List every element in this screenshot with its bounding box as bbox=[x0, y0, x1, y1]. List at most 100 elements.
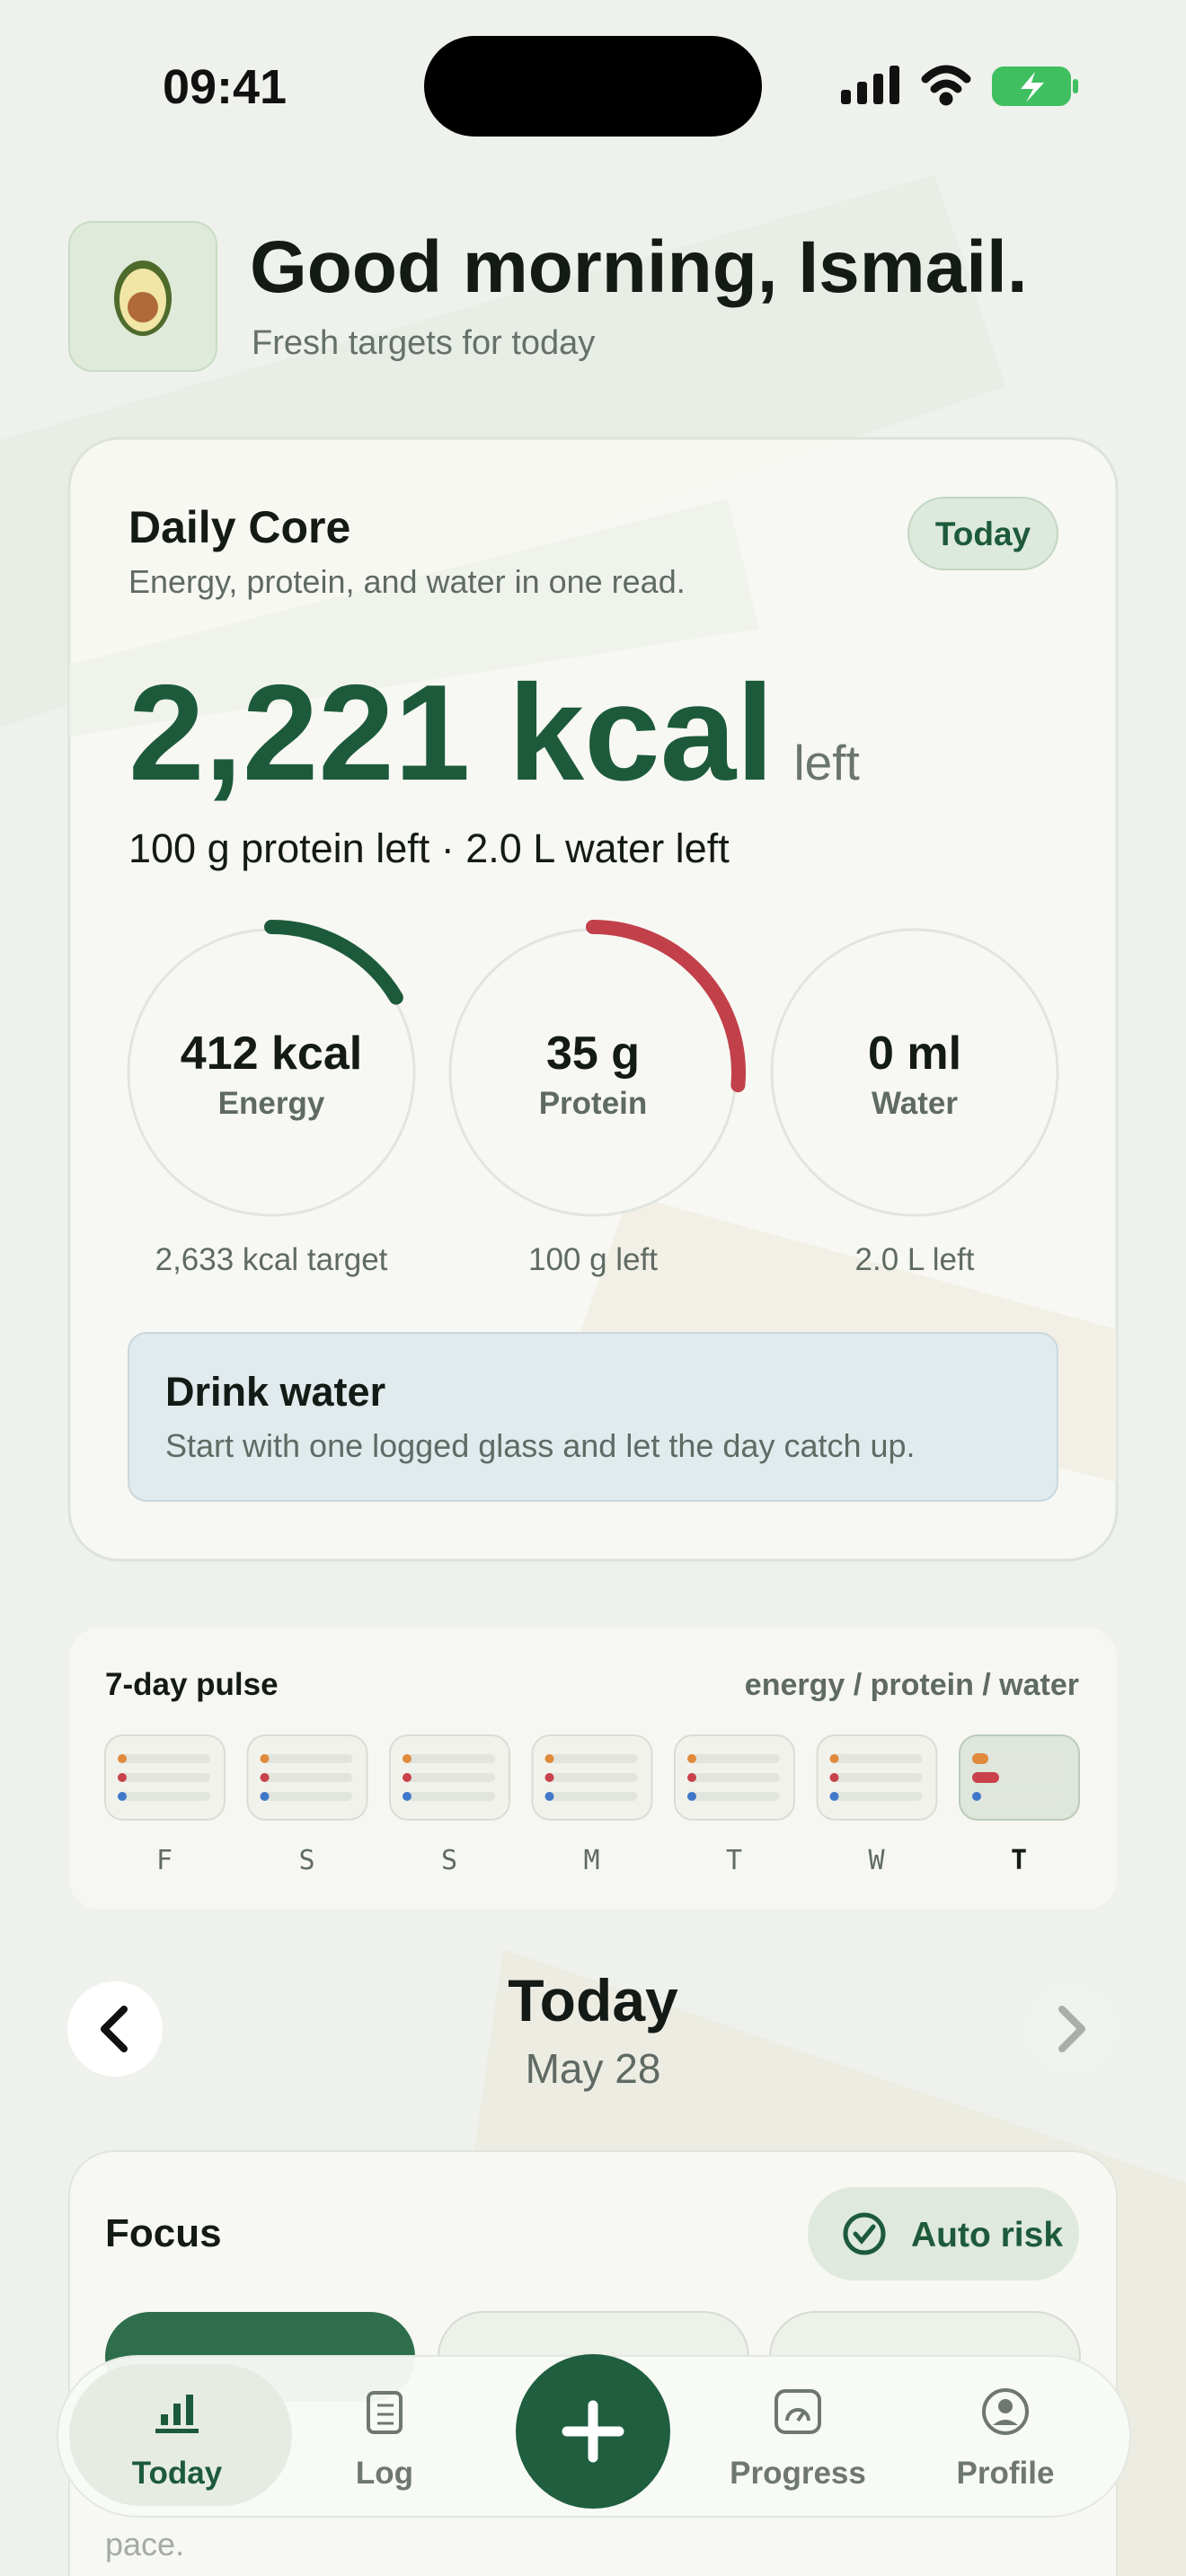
tip-text[interactable]: Start with one logged glass and let the … bbox=[165, 1427, 916, 1464]
kcal-left-suffix: left bbox=[793, 735, 859, 790]
tab-label[interactable]: Profile bbox=[957, 2456, 1055, 2491]
day-dot bbox=[118, 1754, 127, 1763]
ring-caption: 2,633 kcal target bbox=[155, 1242, 388, 1277]
tab-icon[interactable] bbox=[186, 2395, 193, 2425]
tab-icon[interactable] bbox=[982, 2388, 1029, 2435]
rings: 412 kcal Energy 2,633 kcal target 35 g Prote… bbox=[127, 920, 1059, 1277]
ring-progress bbox=[264, 920, 403, 1005]
tab-icon[interactable] bbox=[998, 2399, 1013, 2413]
avocado-icon bbox=[114, 260, 172, 336]
tab-icon[interactable] bbox=[367, 2391, 403, 2434]
kcal-headline: 2,221 kcal left bbox=[128, 657, 860, 809]
status-time: 09:41 bbox=[163, 60, 287, 114]
add-icon[interactable] bbox=[562, 2400, 624, 2463]
tab-icon[interactable] bbox=[161, 2414, 168, 2425]
signal-icon bbox=[841, 66, 899, 104]
date: May 28 bbox=[526, 2045, 661, 2092]
ring-label: Energy bbox=[218, 1086, 325, 1121]
day-track bbox=[261, 1754, 353, 1763]
day-dot bbox=[687, 1773, 696, 1782]
day-dot bbox=[403, 1754, 412, 1763]
ring-label: Water bbox=[872, 1086, 958, 1121]
check-mark[interactable] bbox=[853, 2224, 876, 2245]
day-track bbox=[546, 1773, 638, 1782]
day-track bbox=[119, 1792, 210, 1801]
tab-icon[interactable] bbox=[774, 2389, 821, 2434]
day-track bbox=[404, 1773, 495, 1782]
tip-box[interactable] bbox=[128, 1332, 1058, 1502]
tab-icon[interactable] bbox=[377, 2404, 394, 2425]
tab-icon[interactable] bbox=[155, 2429, 199, 2433]
focus-text: pace. bbox=[105, 2526, 184, 2563]
battery-icon bbox=[992, 66, 1078, 106]
day-dot bbox=[829, 1773, 839, 1782]
day-dot bbox=[544, 1773, 554, 1782]
auto-risk-badge[interactable] bbox=[808, 2187, 1079, 2280]
auto-risk-label[interactable]: Auto risk bbox=[911, 2216, 1063, 2254]
day-dot bbox=[403, 1792, 412, 1801]
tip-title[interactable]: Drink water bbox=[165, 1369, 385, 1415]
tab-label[interactable]: Today bbox=[132, 2456, 223, 2491]
day-track bbox=[974, 1792, 1065, 1801]
check-icon[interactable] bbox=[843, 2212, 886, 2255]
day-track bbox=[404, 1792, 495, 1801]
next-day-button[interactable] bbox=[1023, 1981, 1119, 2077]
day-track bbox=[404, 1754, 495, 1763]
bg-shape bbox=[69, 498, 759, 737]
day-track bbox=[831, 1792, 923, 1801]
day-dot bbox=[260, 1754, 270, 1763]
day-track bbox=[689, 1792, 780, 1801]
tab-icon[interactable] bbox=[785, 2408, 810, 2422]
day-dot bbox=[687, 1754, 696, 1763]
ring-label: Protein bbox=[539, 1086, 648, 1121]
day-label: M bbox=[583, 1845, 599, 1876]
card-title: Daily Core bbox=[128, 502, 350, 552]
prev-day-button[interactable] bbox=[67, 1981, 163, 2077]
day-track bbox=[546, 1792, 638, 1801]
day-dot bbox=[972, 1792, 981, 1801]
ring-caption: 100 g left bbox=[528, 1242, 658, 1277]
dynamic-island bbox=[424, 36, 762, 137]
day-track bbox=[689, 1773, 780, 1782]
tab-icon[interactable] bbox=[173, 2404, 181, 2425]
day-label: S bbox=[298, 1845, 314, 1876]
day-dot bbox=[260, 1792, 270, 1801]
day-dot bbox=[260, 1773, 270, 1782]
day-track bbox=[119, 1773, 210, 1782]
day-dot bbox=[118, 1773, 127, 1782]
day-dot bbox=[544, 1754, 554, 1763]
focus-title: Focus bbox=[105, 2211, 222, 2255]
day-track bbox=[974, 1754, 1065, 1763]
day-track bbox=[831, 1754, 923, 1763]
kcal-left: 2,221 kcal bbox=[128, 657, 774, 809]
next-icon[interactable] bbox=[1058, 2006, 1085, 2052]
day-track bbox=[119, 1754, 210, 1763]
active-tab-bg bbox=[69, 2364, 292, 2506]
day-label: T bbox=[1011, 1845, 1027, 1876]
day-track bbox=[261, 1792, 353, 1801]
prev-icon[interactable] bbox=[101, 2006, 128, 2052]
ring bbox=[770, 928, 1059, 1217]
tab-label[interactable]: Progress bbox=[730, 2456, 866, 2491]
pulse-title: 7-day pulse bbox=[105, 1667, 279, 1702]
tab-label[interactable]: Log bbox=[356, 2456, 413, 2491]
ring-value: 35 g bbox=[546, 1028, 640, 1080]
pulse-legend: energy / protein / water bbox=[745, 1668, 1079, 1702]
wifi-icon bbox=[921, 65, 971, 106]
greeting-subtitle: Fresh targets for today bbox=[252, 324, 595, 362]
day-track bbox=[689, 1754, 780, 1763]
today-badge-label[interactable]: Today bbox=[935, 516, 1031, 552]
ring-value: 412 kcal bbox=[181, 1028, 362, 1080]
ring-progress bbox=[586, 920, 746, 1093]
card-subtitle: Energy, protein, and water in one read. bbox=[128, 563, 686, 600]
day-label: F bbox=[156, 1845, 173, 1876]
day-dot bbox=[687, 1792, 696, 1801]
tab-icon[interactable] bbox=[993, 2420, 1018, 2425]
day-dot bbox=[829, 1754, 839, 1763]
today-badge[interactable] bbox=[907, 497, 1058, 570]
day-dot bbox=[118, 1792, 127, 1801]
tabs: Today Log Progress Profile bbox=[132, 2388, 1055, 2491]
ring-value: 0 ml bbox=[868, 1028, 961, 1080]
